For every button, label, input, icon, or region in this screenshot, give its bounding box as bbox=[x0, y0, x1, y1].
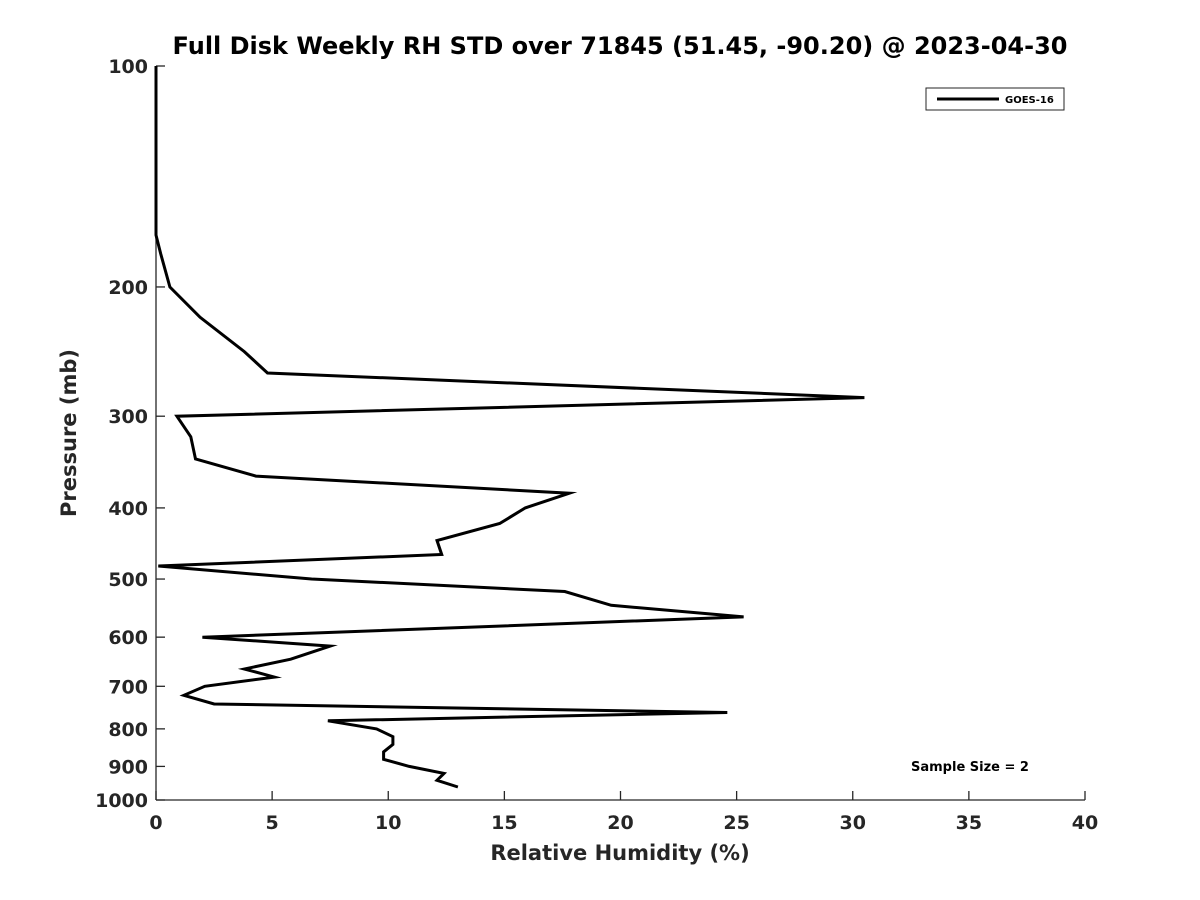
y-tick-label: 600 bbox=[108, 627, 148, 649]
x-axis-label: Relative Humidity (%) bbox=[490, 841, 749, 865]
series-line bbox=[154, 66, 865, 789]
x-tick-label: 20 bbox=[607, 812, 633, 834]
x-tick-label: 10 bbox=[375, 812, 401, 834]
x-tick-label: 0 bbox=[149, 812, 162, 834]
y-tick-label: 500 bbox=[108, 569, 148, 591]
y-tick-label: 900 bbox=[108, 756, 148, 778]
y-ticks: 100 200 300 400 500 600 700 800 900 1000 bbox=[95, 56, 165, 812]
axes bbox=[155, 66, 1085, 801]
x-ticks: 0 5 10 15 20 25 30 35 40 bbox=[149, 791, 1098, 834]
y-tick-label: 300 bbox=[108, 406, 148, 428]
legend: GOES-16 bbox=[925, 87, 1065, 111]
x-tick-label: 35 bbox=[956, 812, 982, 834]
x-tick-label: 25 bbox=[723, 812, 749, 834]
y-tick-label: 100 bbox=[108, 56, 148, 78]
y-tick-label: 700 bbox=[108, 676, 148, 698]
chart-title: Full Disk Weekly RH STD over 71845 (51.4… bbox=[173, 32, 1068, 60]
y-tick-label: 1000 bbox=[95, 790, 148, 812]
legend-label: GOES-16 bbox=[1005, 95, 1054, 106]
y-tick-label: 800 bbox=[108, 719, 148, 741]
y-axis-label: Pressure (mb) bbox=[57, 349, 81, 517]
x-tick-label: 15 bbox=[491, 812, 517, 834]
x-tick-label: 40 bbox=[1072, 812, 1098, 834]
x-tick-label: 30 bbox=[840, 812, 866, 834]
series-layer bbox=[154, 66, 865, 789]
x-tick-label: 5 bbox=[266, 812, 279, 834]
sample-size-annotation: Sample Size = 2 bbox=[911, 760, 1029, 775]
y-tick-label: 200 bbox=[108, 277, 148, 299]
y-tick-label: 400 bbox=[108, 498, 148, 520]
